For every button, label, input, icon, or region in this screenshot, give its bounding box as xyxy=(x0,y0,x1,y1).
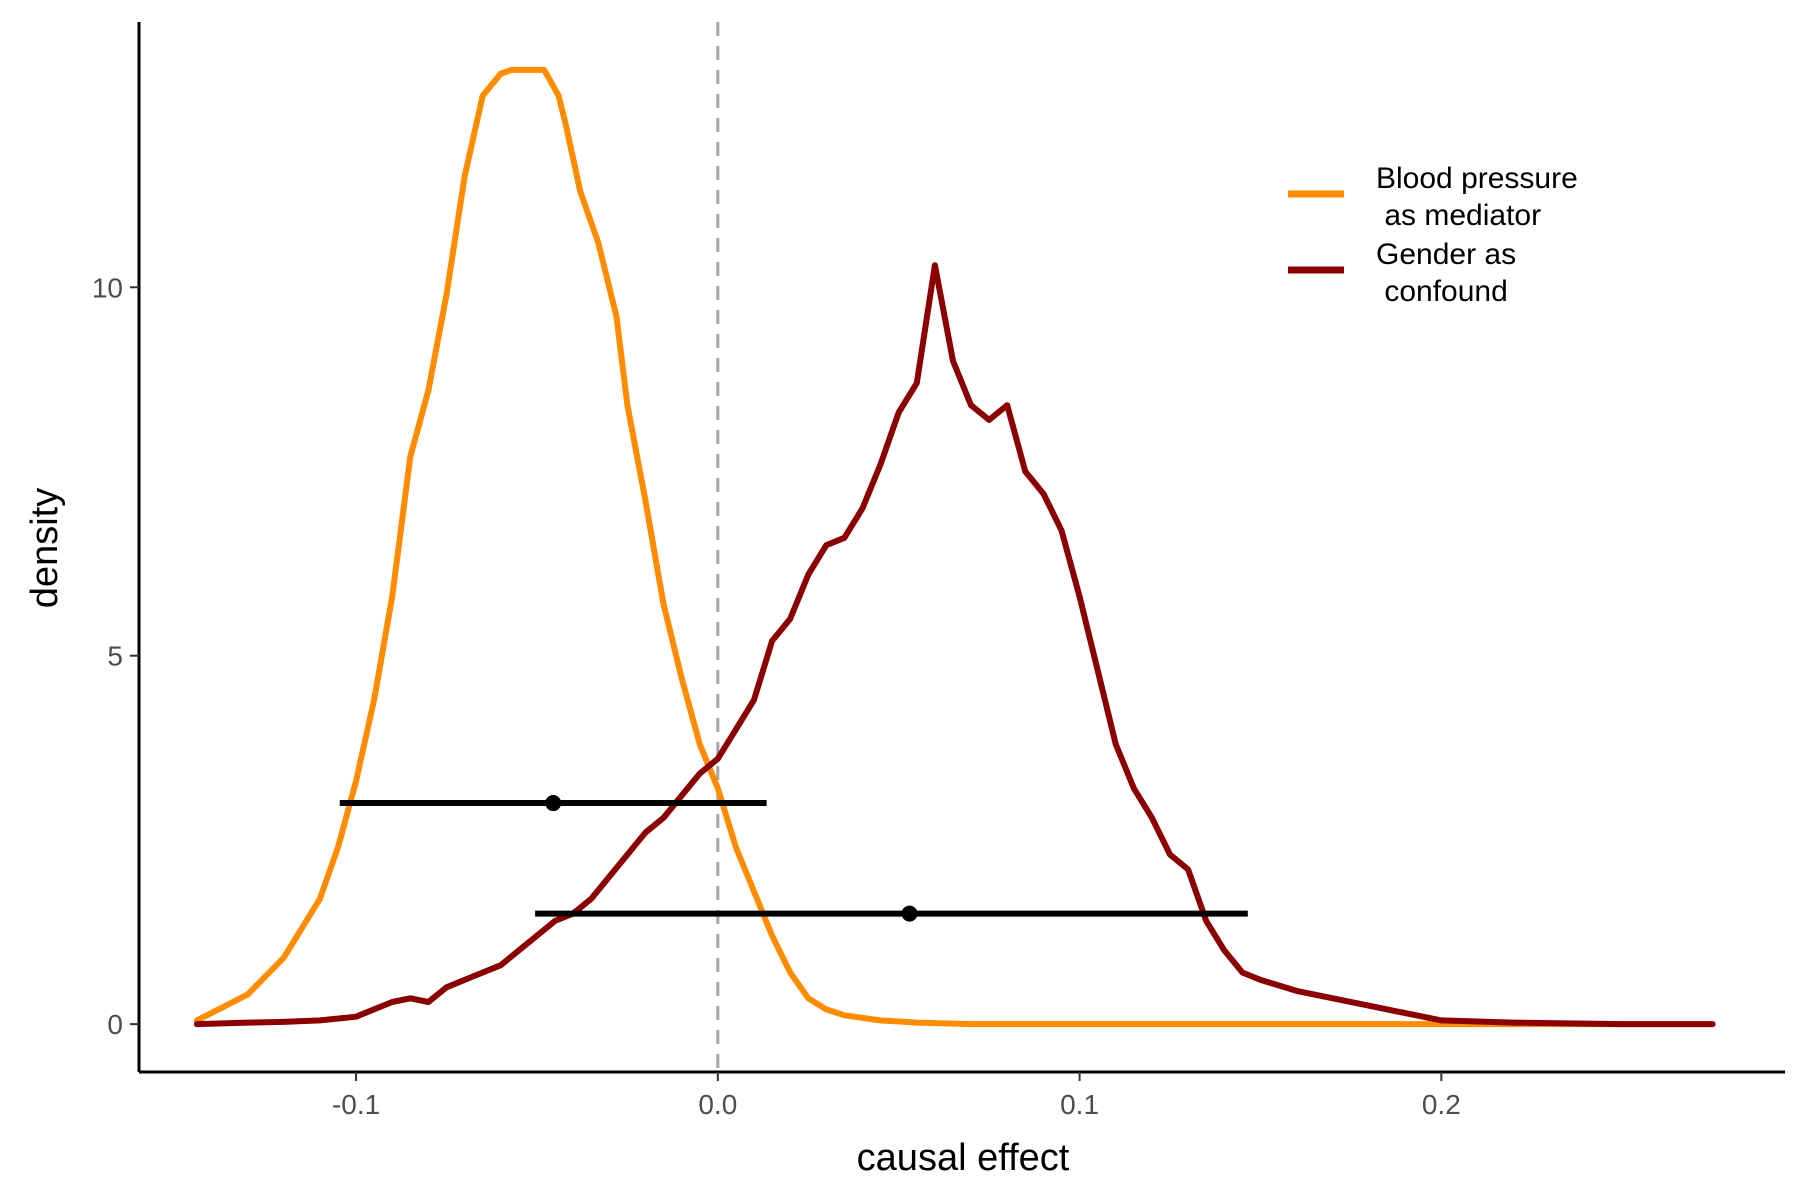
legend-label-blood-pressure-as-mediator: Blood pressure as mediator xyxy=(1376,162,1578,232)
legend-label-line: Gender as xyxy=(1376,238,1516,271)
series-layer xyxy=(193,66,1716,1028)
legend-label-line: confound xyxy=(1376,275,1508,308)
axes-layer: -0.1 0.0 0.1 0.2 0 5 10 xyxy=(92,22,1785,1120)
point-estimate-gender-as-confound xyxy=(901,905,918,922)
interval-layer xyxy=(339,795,1248,922)
legend-label-line: Blood pressure xyxy=(1376,162,1578,195)
y-tick-label: 10 xyxy=(92,272,123,303)
y-axis-title: density xyxy=(24,488,66,608)
point-estimate-blood-pressure-as-mediator xyxy=(545,795,562,812)
x-tick-label: 0.0 xyxy=(698,1089,737,1120)
legend-label-line: as mediator xyxy=(1376,199,1541,232)
x-tick-label: 0.2 xyxy=(1422,1089,1461,1120)
y-tick-label: 5 xyxy=(107,641,123,672)
legend-label-gender-as-confound: Gender as confound xyxy=(1376,238,1516,308)
x-axis-title: causal effect xyxy=(857,1137,1070,1179)
series-line-blood-pressure-as-mediator xyxy=(193,66,1716,1028)
x-tick-label: -0.1 xyxy=(332,1089,380,1120)
y-tick-label: 0 xyxy=(107,1009,123,1040)
series-line-gender-as-confound xyxy=(193,262,1716,1028)
x-tick-label: 0.1 xyxy=(1060,1089,1099,1120)
